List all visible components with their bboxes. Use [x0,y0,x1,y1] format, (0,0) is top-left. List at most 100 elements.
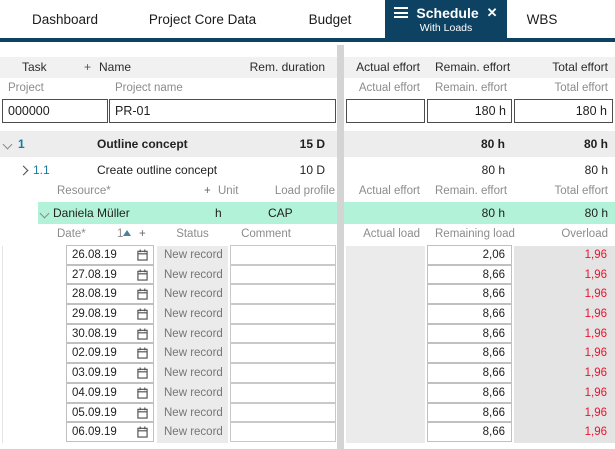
task-name: Create outline concept [97,163,218,177]
tab-schedule-label: Schedule [416,4,479,21]
remaining-load-cell[interactable]: 8,66 [427,422,512,442]
comment-cell[interactable] [230,343,336,364]
task-row-1[interactable]: 1 Outline concept 15 D 80 h 80 h [0,131,615,157]
load-rows: 26.08.19 New record 2,06 1,96 27.08.19 [0,245,615,443]
col-header-total-effort[interactable]: Total effort [552,60,608,74]
section-divider[interactable] [337,45,344,449]
col-header-rem-duration[interactable]: Rem. duration [249,60,325,74]
calendar-icon[interactable] [137,308,148,327]
comment-cell[interactable] [230,323,336,344]
calendar-icon[interactable] [137,249,148,268]
date-cell[interactable]: 02.09.19 [66,343,154,366]
calendar-icon[interactable] [137,288,148,307]
comment-cell[interactable] [230,382,336,403]
date-cell[interactable]: 27.08.19 [66,264,154,288]
task-row-1-1[interactable]: 1.1 Create outline concept 10 D 80 h 80 … [0,159,615,181]
remaining-load-cell[interactable]: 8,66 [427,363,512,383]
project-name-field[interactable]: PR-01 [109,99,336,123]
date-cell[interactable]: 29.08.19 [66,304,154,324]
date-cell[interactable]: 28.08.19 [66,284,154,307]
actual-load-cell [346,246,425,266]
col-header-remaining-load[interactable]: Remaining load [435,228,515,240]
sort-indicator[interactable]: 1 [117,224,132,245]
date-cell[interactable]: 03.09.19 [66,363,154,383]
remaining-load-cell[interactable]: 8,66 [427,402,512,423]
calendar-icon[interactable] [137,269,148,288]
overload-cell: 1,96 [514,344,615,365]
add-column-icon[interactable]: + [139,228,146,240]
calendar-icon[interactable] [137,347,148,366]
date-cell[interactable]: 26.08.19 [66,245,154,265]
tab-project-core-data[interactable]: Project Core Data [148,11,257,27]
overload-cell: 1,96 [514,364,615,384]
date-cell[interactable]: 30.08.19 [66,323,154,347]
col-header-actual-effort[interactable]: Actual effort [356,60,420,74]
resource-row[interactable]: Daniela Müller h CAP 80 h 80 h [0,202,615,224]
remaining-load-cell[interactable]: 2,06 [427,245,512,265]
project-total-effort-field[interactable]: 180 h [514,99,613,123]
tabbar-underline [0,38,615,42]
chevron-right-icon[interactable] [18,165,29,176]
remaining-load-cell[interactable]: 8,66 [427,304,512,324]
remaining-load-cell[interactable]: 8,66 [427,382,512,403]
col-header-remain-effort[interactable]: Remain. effort [435,60,511,74]
col-header-resource[interactable]: Resource* [57,185,111,197]
remaining-load-cell[interactable]: 8,66 [427,264,512,285]
comment-cell[interactable] [230,402,336,423]
calendar-icon[interactable] [137,407,148,426]
close-icon[interactable]: ✕ [486,5,498,20]
col-header-task[interactable]: Task [22,60,47,74]
hamburger-icon[interactable] [394,5,409,21]
status-cell: New record [157,344,228,365]
comment-cell[interactable] [230,422,336,442]
project-row: 000000 PR-01 180 h 180 h [0,99,615,123]
chevron-down-icon[interactable] [2,139,13,150]
project-subheader: Project Project name Actual effort Remai… [0,79,615,98]
comment-cell[interactable] [230,363,336,383]
col-header-actual-effort: Actual effort [358,185,420,197]
tree-guide-line [2,246,3,443]
add-column-icon[interactable]: + [204,185,211,197]
col-header-date[interactable]: Date* [57,228,86,240]
task-duration: 10 D [299,163,325,177]
date-value: 30.08.19 [72,327,117,340]
col-header-status[interactable]: Status [176,228,209,240]
col-header-name[interactable]: Name [99,60,132,74]
calendar-icon[interactable] [137,426,148,445]
comment-cell[interactable] [230,245,336,265]
tab-wbs[interactable]: WBS [526,11,558,27]
calendar-icon[interactable] [137,387,148,406]
project-remain-effort-field[interactable]: 180 h [427,99,512,123]
label-total-effort: Total effort [554,82,609,94]
load-row: 06.09.19 New record 8,66 1,96 [0,422,615,443]
date-cell[interactable]: 05.09.19 [66,402,154,426]
add-column-icon[interactable]: + [84,60,92,74]
status-cell: New record [157,324,228,345]
status-cell: New record [157,265,228,286]
remaining-load-cell[interactable]: 8,66 [427,323,512,344]
comment-cell[interactable] [230,304,336,324]
comment-cell[interactable] [230,284,336,305]
col-header-load-profile[interactable]: Load profile [274,185,335,197]
col-header-unit[interactable]: Unit [218,185,239,197]
tab-budget[interactable]: Budget [308,11,352,27]
task-total-effort: 80 h [584,163,608,177]
project-actual-effort-field[interactable] [346,99,425,123]
overload-cell: 1,96 [514,265,615,286]
tab-schedule[interactable]: Schedule ✕ With Loads [385,0,507,38]
calendar-icon[interactable] [137,367,148,386]
col-header-actual-load[interactable]: Actual load [363,228,420,240]
col-header-remain-effort: Remain. effort [435,185,508,197]
calendar-icon[interactable] [137,328,148,347]
load-row: 30.08.19 New record 8,66 1,96 [0,323,615,347]
project-id-field[interactable]: 000000 [2,99,108,123]
remaining-load-cell[interactable]: 8,66 [427,284,512,305]
task-remain-effort: 80 h [481,163,505,177]
tab-dashboard[interactable]: Dashboard [31,11,99,27]
col-header-comment[interactable]: Comment [241,228,291,240]
date-cell[interactable]: 06.09.19 [66,422,154,442]
date-cell[interactable]: 04.09.19 [66,382,154,406]
col-header-overload[interactable]: Overload [561,228,608,240]
comment-cell[interactable] [230,264,336,285]
remaining-load-cell[interactable]: 8,66 [427,343,512,364]
